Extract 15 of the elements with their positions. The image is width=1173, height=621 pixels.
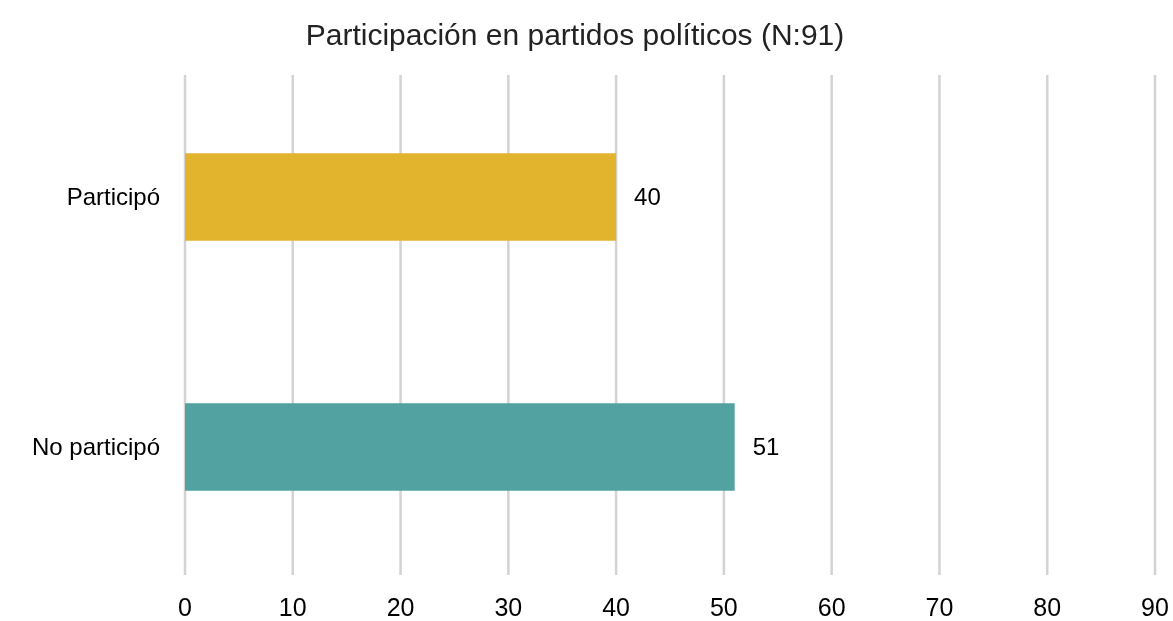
chart-title: Participación en partidos políticos (N:91) (305, 18, 845, 51)
data-label: 51 (752, 433, 780, 461)
x-tick-label: 0 (178, 593, 192, 621)
x-tick-label: 10 (278, 593, 307, 621)
y-tick-label: No participó (31, 433, 160, 461)
y-tick-label: Participó (66, 183, 160, 211)
data-label: 40 (634, 183, 661, 211)
x-tick-label: 60 (817, 593, 846, 621)
x-tick-label: 70 (925, 593, 954, 621)
x-tick-label: 90 (1141, 593, 1169, 621)
x-tick-label: 20 (386, 593, 415, 621)
x-tick-label: 80 (1033, 593, 1062, 621)
x-tick-label: 40 (602, 593, 631, 621)
x-tick-label: 50 (709, 593, 738, 621)
x-tick-label: 30 (494, 593, 523, 621)
